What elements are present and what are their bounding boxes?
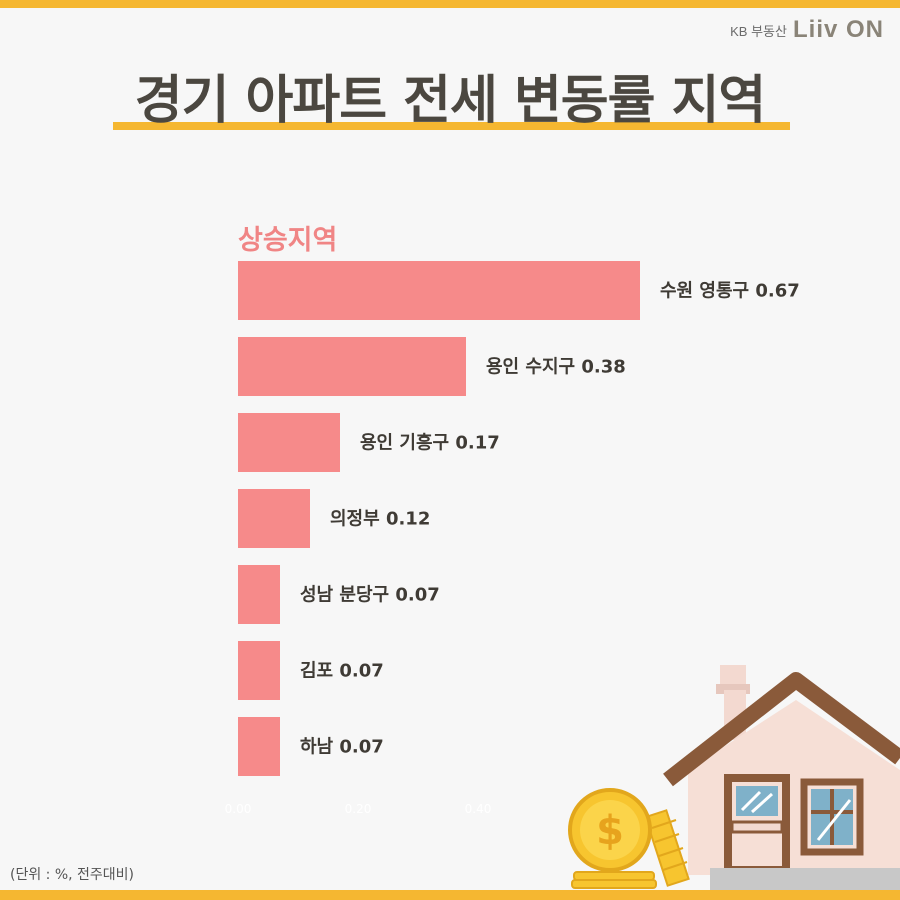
bar-label-0: 수원 영통구 0.67 [660, 281, 800, 302]
svg-text:$: $ [596, 808, 624, 854]
bar-label-2: 용인 기흥구 0.17 [360, 432, 500, 454]
x-tick-label-0: 0.00 [225, 802, 252, 816]
bar-label-5: 김포 0.07 [300, 661, 384, 682]
bar-label-1: 용인 수지구 0.38 [486, 357, 626, 378]
top-accent-band [0, 0, 900, 8]
x-tick-label-2: 0.40 [465, 802, 492, 816]
brand-logo: KB 부동산 Liiv ON [730, 16, 884, 44]
bar-4 [238, 565, 280, 624]
coin-stack-icon [644, 809, 690, 887]
bar-1 [238, 337, 466, 396]
unit-note: (단위 : %, 전주대비) [10, 867, 135, 883]
dollar-coin-icon: $ [568, 788, 657, 889]
bar-label-3: 의정부 0.12 [330, 509, 430, 530]
chart-title: 상승지역 [238, 225, 338, 256]
bar-0 [238, 261, 640, 320]
brand-kb-text: KB 부동산 [730, 23, 787, 39]
bar-5 [238, 641, 280, 700]
bottom-accent-band [0, 890, 900, 900]
bar-2 [238, 413, 340, 472]
bar-6 [238, 717, 280, 776]
x-tick-label-1: 0.20 [345, 802, 372, 816]
bar-label-4: 성남 분당구 0.07 [300, 585, 440, 606]
bar-label-6: 하남 0.07 [300, 737, 384, 758]
brand-liiv-logo: Liiv ON [792, 16, 884, 43]
bar-3 [238, 489, 310, 548]
title-underline [113, 122, 790, 130]
page-title: 경기 아파트 전세 변동률 지역 [134, 71, 767, 131]
house-icon [663, 665, 900, 890]
house-and-coins-illustration: $ [568, 665, 900, 890]
